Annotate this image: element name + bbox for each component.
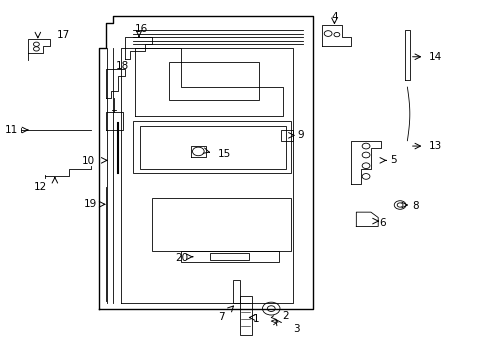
- Text: 17: 17: [57, 30, 70, 40]
- Text: 18: 18: [116, 61, 129, 71]
- Text: 20: 20: [175, 252, 188, 262]
- Text: 6: 6: [379, 218, 386, 228]
- Text: 1: 1: [253, 314, 259, 324]
- Text: 5: 5: [389, 156, 396, 165]
- Text: 10: 10: [82, 156, 95, 166]
- Text: 11: 11: [5, 125, 19, 135]
- Text: 14: 14: [428, 52, 442, 62]
- Text: 2: 2: [282, 311, 288, 321]
- Text: 13: 13: [428, 141, 442, 151]
- Text: 19: 19: [83, 199, 97, 209]
- Text: 16: 16: [135, 23, 148, 33]
- Text: 15: 15: [217, 149, 230, 159]
- Text: 3: 3: [292, 324, 299, 334]
- Text: 9: 9: [296, 130, 303, 140]
- Text: 4: 4: [330, 12, 337, 22]
- Text: 7: 7: [217, 312, 224, 322]
- Text: 8: 8: [411, 201, 418, 211]
- Text: 12: 12: [34, 182, 47, 192]
